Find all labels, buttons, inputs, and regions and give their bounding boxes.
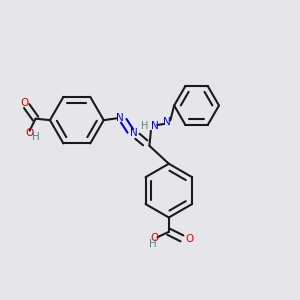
Text: H: H [149, 239, 157, 249]
Text: O: O [186, 234, 194, 244]
Text: N: N [116, 113, 124, 123]
Text: H: H [32, 132, 40, 142]
Text: H: H [141, 121, 148, 131]
Text: N: N [152, 121, 159, 130]
Text: O: O [25, 128, 33, 138]
Text: N: N [164, 117, 171, 127]
Text: O: O [21, 98, 29, 108]
Text: O: O [150, 233, 159, 243]
Text: N: N [130, 128, 138, 138]
